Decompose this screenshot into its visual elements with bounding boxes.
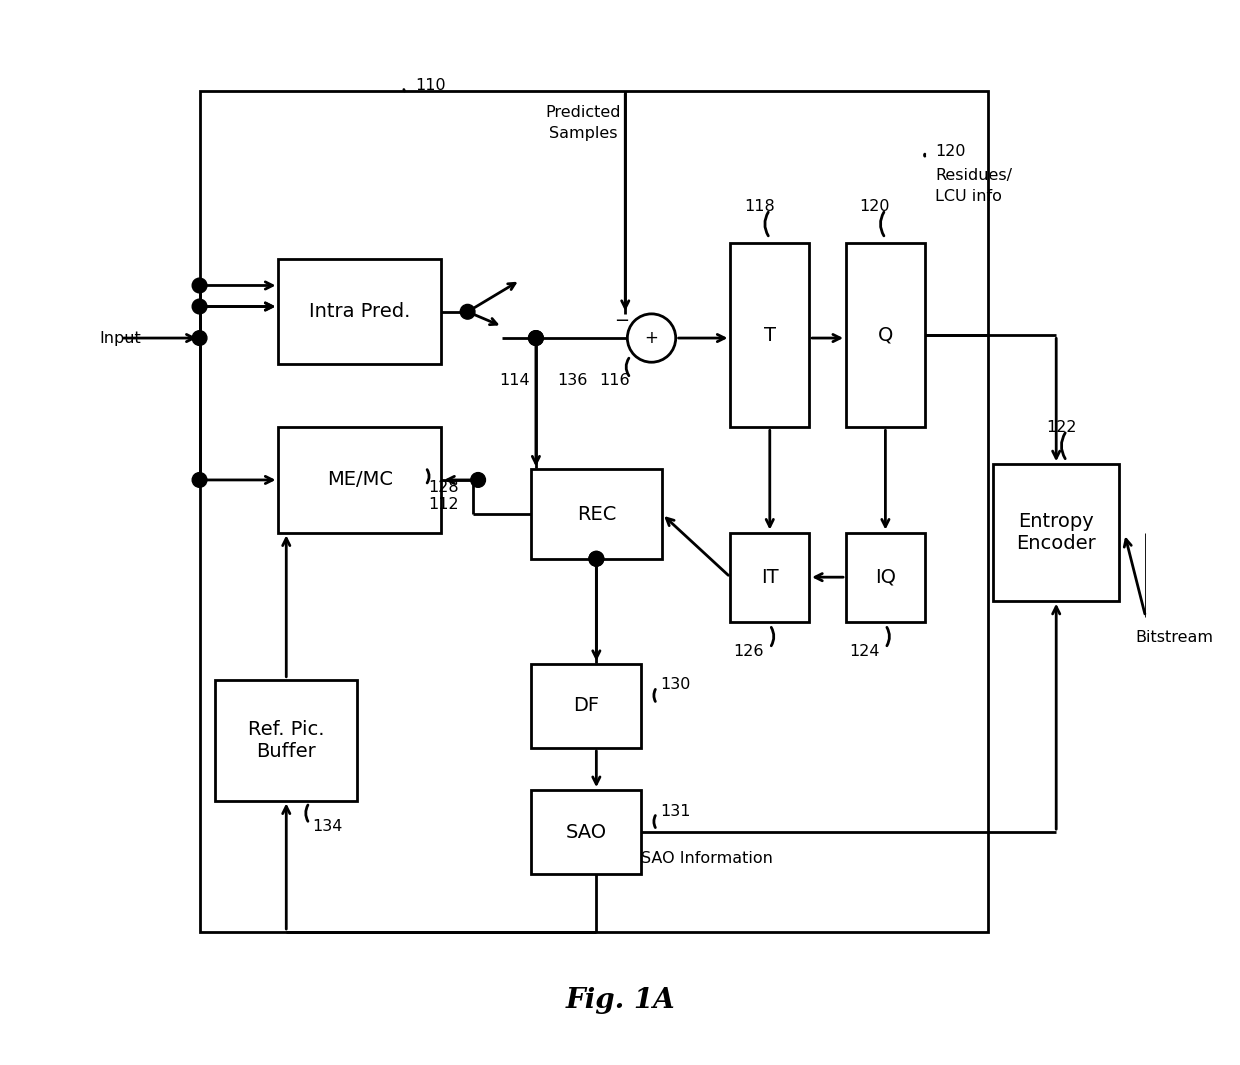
Text: 134: 134 — [312, 819, 343, 834]
FancyBboxPatch shape — [216, 679, 357, 801]
Text: Fig. 1A: Fig. 1A — [565, 987, 675, 1014]
FancyBboxPatch shape — [846, 244, 925, 427]
Text: 114: 114 — [500, 373, 531, 388]
Text: ME/MC: ME/MC — [327, 471, 393, 490]
Text: IQ: IQ — [875, 568, 897, 587]
Text: Samples: Samples — [549, 126, 618, 141]
Text: 130: 130 — [660, 677, 691, 692]
Text: IT: IT — [761, 568, 779, 587]
Text: SAO Information: SAO Information — [641, 851, 773, 866]
Text: LCU info: LCU info — [935, 189, 1002, 203]
Text: SAO: SAO — [565, 822, 606, 841]
Circle shape — [528, 331, 543, 345]
Text: 126: 126 — [734, 643, 764, 659]
Text: 128: 128 — [429, 480, 459, 495]
Text: −: − — [615, 312, 630, 330]
FancyBboxPatch shape — [531, 790, 641, 874]
Circle shape — [471, 473, 485, 488]
FancyBboxPatch shape — [846, 532, 925, 622]
FancyBboxPatch shape — [279, 259, 441, 364]
Circle shape — [460, 305, 475, 320]
FancyBboxPatch shape — [531, 470, 662, 559]
Text: 120: 120 — [935, 145, 966, 160]
Text: Input: Input — [99, 330, 141, 345]
Text: REC: REC — [577, 505, 616, 524]
Text: DF: DF — [573, 697, 599, 716]
Text: Entropy
Encoder: Entropy Encoder — [1017, 512, 1096, 553]
Text: Intra Pred.: Intra Pred. — [309, 302, 410, 322]
Text: Q: Q — [878, 326, 893, 345]
Text: 124: 124 — [849, 643, 879, 659]
Circle shape — [192, 278, 207, 293]
FancyBboxPatch shape — [531, 663, 641, 748]
Circle shape — [528, 331, 543, 345]
Text: +: + — [645, 329, 658, 347]
FancyBboxPatch shape — [730, 244, 810, 427]
Circle shape — [589, 552, 604, 567]
Circle shape — [589, 552, 604, 567]
Text: Ref. Pic.
Buffer: Ref. Pic. Buffer — [248, 720, 325, 760]
FancyBboxPatch shape — [993, 464, 1120, 601]
Circle shape — [192, 299, 207, 314]
Circle shape — [192, 331, 207, 345]
Circle shape — [627, 314, 676, 362]
Text: Predicted: Predicted — [546, 104, 621, 119]
FancyBboxPatch shape — [279, 427, 441, 532]
Text: 136: 136 — [558, 373, 588, 388]
Text: 116: 116 — [599, 373, 630, 388]
Text: Bitstream: Bitstream — [1135, 630, 1213, 645]
Text: 122: 122 — [1047, 420, 1076, 435]
Circle shape — [192, 473, 207, 488]
Text: T: T — [764, 326, 776, 345]
Text: Residues/: Residues/ — [935, 167, 1012, 182]
FancyBboxPatch shape — [730, 532, 810, 622]
Text: 131: 131 — [660, 804, 691, 819]
Text: 110: 110 — [415, 79, 445, 94]
Text: 120: 120 — [859, 199, 890, 214]
Text: 112: 112 — [429, 496, 459, 511]
Text: 118: 118 — [744, 199, 775, 214]
